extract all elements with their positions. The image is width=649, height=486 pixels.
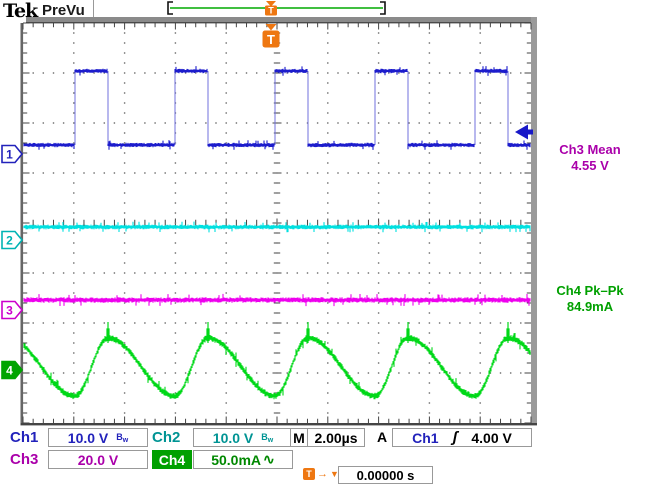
ch4-ground-marker: 4 xyxy=(1,360,24,380)
trigger-position-value: 0.00000 s xyxy=(356,467,415,483)
ch2-ground-marker: 2 xyxy=(1,230,24,250)
ch2-trace xyxy=(23,221,531,233)
record-view-bar: T xyxy=(167,1,386,16)
ch1-label: Ch1 xyxy=(10,429,39,446)
trigger-mode-label: A xyxy=(377,429,388,445)
header-divider xyxy=(93,0,94,17)
ch2-label: Ch2 xyxy=(152,429,181,446)
tek-logo: Tek xyxy=(3,0,38,22)
svg-text:4: 4 xyxy=(6,364,13,378)
ch3-label: Ch3 xyxy=(10,451,39,468)
left-frame-bar xyxy=(20,23,24,425)
ch1-trace xyxy=(23,66,531,150)
ch4-scale-readout: 50.0mA ∿ xyxy=(193,450,293,469)
ch1-edges xyxy=(74,71,509,145)
ch3-trace xyxy=(23,293,531,307)
bottom-frame-bar xyxy=(20,423,537,426)
ch4-label-badge: Ch4 xyxy=(152,450,192,469)
trigger-position-readout: 0.00000 s xyxy=(338,466,433,484)
ch3-scale-readout: 20.0 V xyxy=(48,450,148,469)
graticule xyxy=(22,22,532,424)
rising-edge-icon: ʃ xyxy=(452,429,458,446)
trigger-level-arrow-icon xyxy=(515,124,533,140)
timebase-label-box: M xyxy=(290,428,307,447)
svg-text:3: 3 xyxy=(6,304,13,318)
measurement-ch3-mean: Ch3 Mean 4.55 V xyxy=(534,142,646,174)
measurement-label: Ch3 Mean xyxy=(559,142,621,157)
timebase-readout: 2.00µs xyxy=(307,428,365,447)
ac-coupling-icon: ∿ xyxy=(263,451,275,467)
svg-text:T: T xyxy=(267,32,275,47)
ch3-scale-value: 20.0 V xyxy=(77,451,119,468)
right-arrow-icon: → xyxy=(317,467,328,480)
ch2-scale-value: 10.0 V xyxy=(212,429,254,446)
trigger-readout: Ch1 ʃ 4.00 V xyxy=(392,428,532,447)
ch4-trace xyxy=(23,330,531,400)
timebase-label: M xyxy=(293,429,305,446)
svg-text:1: 1 xyxy=(6,148,13,162)
measurement-value: 84.9mA xyxy=(566,299,614,314)
acquisition-mode-label: PreVu xyxy=(42,2,85,19)
ch4-switching-spikes xyxy=(106,322,510,343)
trigger-position-group: T → ▼ xyxy=(303,467,339,481)
ch1-scale-value: 10.0 V xyxy=(67,429,109,446)
record-trigger-flag-icon xyxy=(265,5,277,16)
top-frame-bar xyxy=(26,17,537,23)
trigger-t-icon: T xyxy=(303,468,315,480)
timebase-value: 2.00µs xyxy=(314,429,358,446)
top-frame-edge xyxy=(26,22,537,24)
trigger-position-badge: T xyxy=(262,24,280,48)
measurement-label: Ch4 Pk–Pk xyxy=(556,283,624,298)
ch4-scale-value: 50.0mA xyxy=(211,451,262,468)
measurement-value: 4.55 V xyxy=(571,158,609,173)
trigger-level: 4.00 V xyxy=(471,429,512,446)
svg-text:2: 2 xyxy=(6,234,13,248)
svg-text:T: T xyxy=(268,6,274,16)
ch3-ground-marker: 3 xyxy=(1,300,24,320)
ch1-ground-marker: 1 xyxy=(1,144,24,164)
measurement-ch4-pkpk: Ch4 Pk–Pk 84.9mA xyxy=(534,283,646,315)
down-arrow-icon xyxy=(265,24,277,31)
trigger-source: Ch1 xyxy=(412,429,439,446)
right-frame-bar xyxy=(531,17,537,425)
trigger-t-icon xyxy=(262,30,280,48)
down-arrow-icon: ▼ xyxy=(330,468,339,479)
